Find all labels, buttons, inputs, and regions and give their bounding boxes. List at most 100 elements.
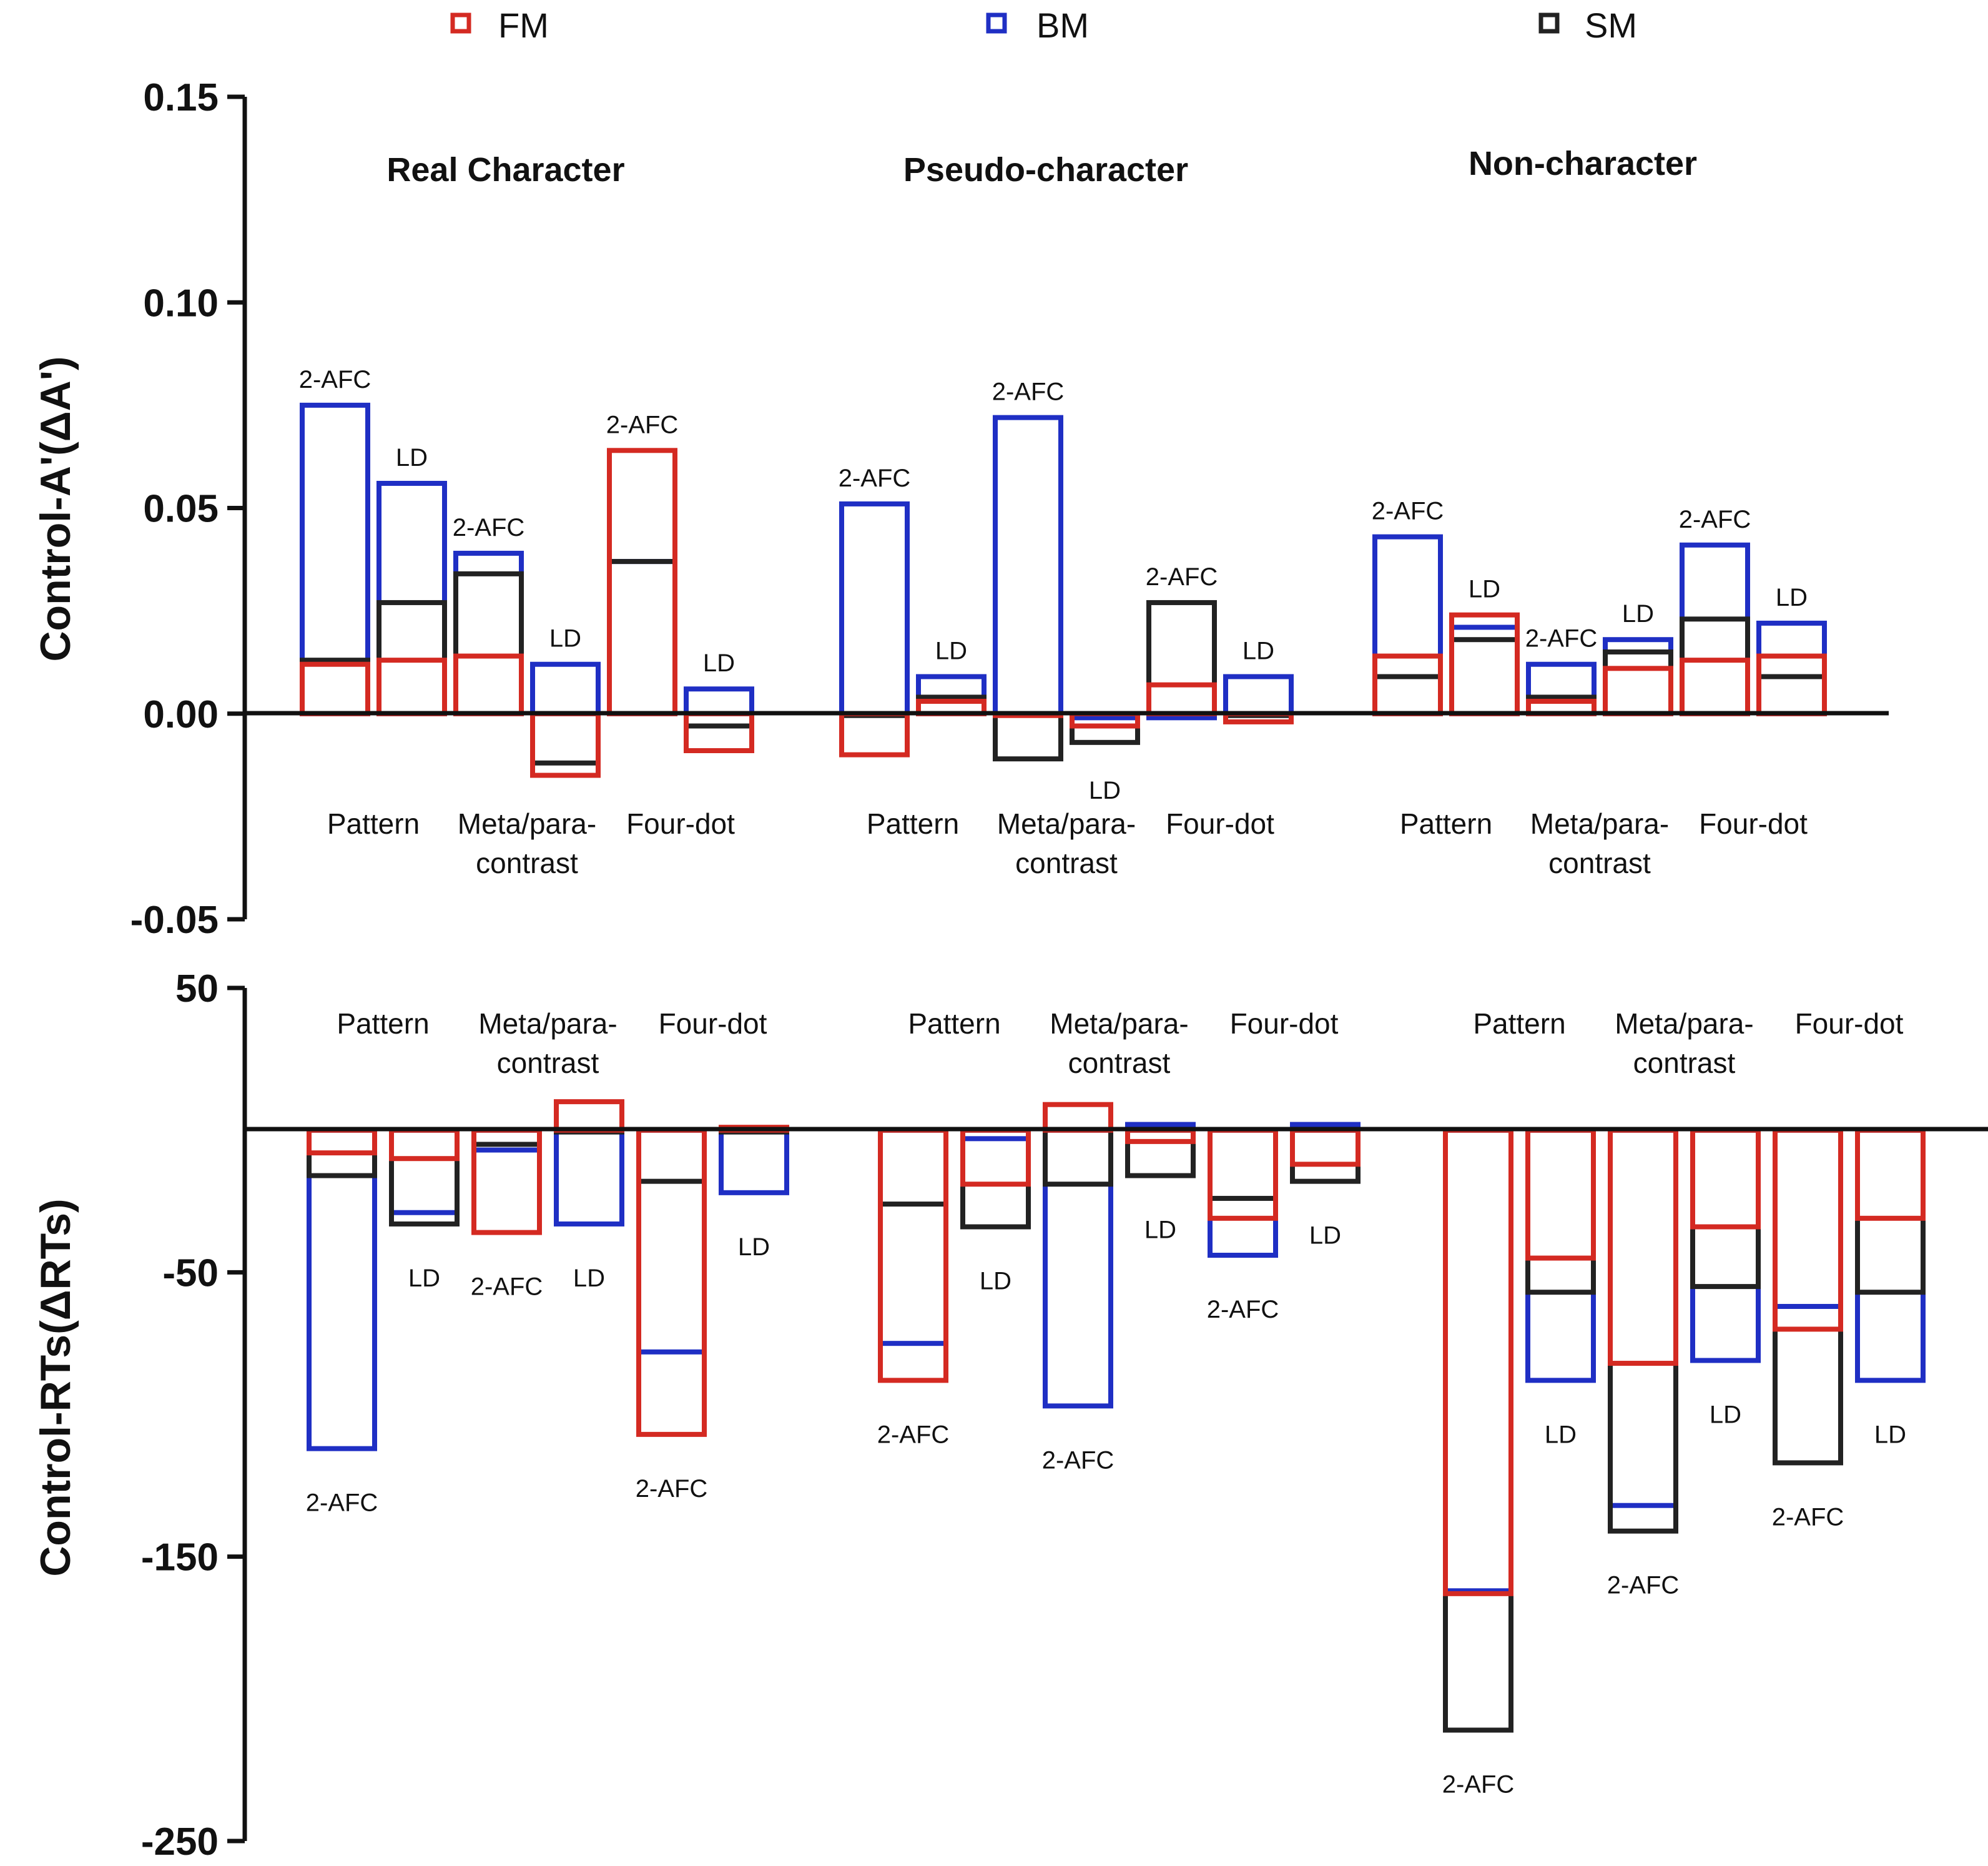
bar-sm bbox=[1449, 637, 1520, 716]
bar-label: LD bbox=[1710, 1401, 1741, 1428]
bar-sm bbox=[636, 1127, 707, 1184]
category-label: Meta/para- bbox=[458, 807, 596, 840]
bar-label: 2-AFC bbox=[1679, 506, 1751, 533]
legend-label-fm: FM bbox=[498, 6, 549, 45]
bar-bm bbox=[453, 550, 524, 716]
y-tick-label: -0.05 bbox=[130, 899, 219, 942]
bar-fm bbox=[554, 1099, 624, 1133]
bar-label: LD bbox=[1545, 1421, 1577, 1448]
bar-bm bbox=[607, 559, 677, 716]
bar-sm bbox=[878, 1127, 948, 1207]
bar-label: 2-AFC bbox=[471, 1273, 543, 1301]
rt-y-axis-title: Control-RTs(ΔRTs) bbox=[32, 1198, 79, 1576]
rt-bars: 2-AFC LD 2-AFC LD 2-AFC LD 2-AFC LD 2-AFC LD 2-AFC… bbox=[306, 1099, 1926, 1798]
bar-fm bbox=[1855, 1127, 1926, 1221]
y-tick-label: 50 bbox=[175, 967, 219, 1010]
y-tick-label: 0.00 bbox=[143, 693, 219, 736]
bar-sm bbox=[1043, 1127, 1113, 1187]
bar-bm bbox=[1855, 1127, 1926, 1383]
accuracy-y-ticks: 0.15 0.10 0.05 0.00 -0.05 bbox=[130, 76, 245, 942]
bar-sm bbox=[389, 1127, 460, 1227]
bar-fm bbox=[1443, 1127, 1513, 1596]
bar-sm bbox=[1756, 674, 1827, 716]
category-label: Meta/para- bbox=[997, 807, 1136, 840]
category-label: Pattern bbox=[908, 1007, 1000, 1040]
bar-label: 2-AFC bbox=[299, 366, 372, 393]
category-label: Four-dot bbox=[626, 807, 735, 840]
bar-bm bbox=[1608, 1127, 1678, 1508]
bar-sm bbox=[1146, 600, 1217, 716]
bar-fm bbox=[636, 1127, 707, 1437]
bar-sm bbox=[1525, 1127, 1596, 1295]
bar-label: LD bbox=[1874, 1421, 1906, 1448]
bar-sm bbox=[1603, 649, 1673, 716]
bar-bm bbox=[1443, 1127, 1513, 1594]
bar-label: LD bbox=[1144, 1217, 1176, 1244]
bar-fm bbox=[376, 658, 447, 716]
bar-sm bbox=[607, 559, 677, 716]
bar-fm bbox=[1125, 1127, 1196, 1144]
y-tick-label: 0.15 bbox=[143, 76, 219, 119]
bar-fm bbox=[1773, 1127, 1843, 1332]
legend-swatch-sm bbox=[1538, 12, 1560, 34]
bar-sm bbox=[993, 711, 1063, 762]
bar-sm bbox=[1773, 1127, 1843, 1466]
bar-fm bbox=[389, 1127, 460, 1162]
bar-sm bbox=[530, 711, 601, 766]
bar-bm bbox=[684, 686, 754, 716]
bar-fm bbox=[300, 661, 370, 716]
bar-bm bbox=[1526, 661, 1597, 716]
category-label-line2: contrast bbox=[1068, 1047, 1171, 1079]
y-tick-label: -150 bbox=[141, 1536, 219, 1579]
bar-bm bbox=[719, 1127, 789, 1195]
bar-bm bbox=[554, 1127, 624, 1227]
category-label: Pattern bbox=[1473, 1007, 1565, 1040]
category-label: Four-dot bbox=[1795, 1007, 1904, 1040]
bar-label: LD bbox=[408, 1265, 440, 1292]
bar-label: 2-AFC bbox=[306, 1489, 378, 1517]
bar-bm bbox=[1043, 1127, 1113, 1409]
legend-swatch-bm bbox=[986, 12, 1007, 34]
bar-label: 2-AFC bbox=[1772, 1503, 1844, 1531]
accuracy-y-axis-title: Control-A'(ΔA') bbox=[32, 356, 79, 661]
bar-fm bbox=[1146, 682, 1217, 716]
bar-fm bbox=[1608, 1127, 1678, 1366]
category-label: Meta/para- bbox=[478, 1007, 617, 1040]
bar-fm bbox=[1208, 1127, 1278, 1221]
bar-label: LD bbox=[1469, 576, 1500, 603]
bar-label: 2-AFC bbox=[636, 1475, 708, 1503]
bar-label: LD bbox=[738, 1233, 770, 1261]
category-label: Pattern bbox=[867, 807, 959, 840]
bar-fm bbox=[307, 1127, 377, 1156]
accuracy-category-labels: Pattern Meta/para-contrast Four-dot Pattern… bbox=[327, 807, 1808, 879]
bar-sm bbox=[453, 571, 524, 716]
bar-label: LD bbox=[703, 649, 735, 677]
bar-label: 2-AFC bbox=[1146, 563, 1218, 591]
bar-label: LD bbox=[396, 444, 428, 471]
bar-label: 2-AFC bbox=[839, 465, 911, 492]
bar-fm bbox=[530, 711, 601, 778]
bar-label: 2-AFC bbox=[1042, 1446, 1115, 1474]
bar-bm bbox=[1372, 534, 1443, 716]
category-label: Meta/para- bbox=[1615, 1007, 1753, 1040]
category-label-line2: contrast bbox=[497, 1047, 599, 1079]
bar-sm bbox=[1690, 1127, 1761, 1290]
bar-label: LD bbox=[1776, 584, 1808, 611]
bar-sm bbox=[300, 658, 370, 716]
bar-fm bbox=[1043, 1102, 1113, 1133]
group-title-non-character: Non-character bbox=[1469, 145, 1697, 182]
bar-label: LD bbox=[1089, 777, 1121, 804]
bar-fm bbox=[1372, 653, 1443, 716]
bar-label: 2-AFC bbox=[877, 1421, 950, 1448]
bar-label: 2-AFC bbox=[453, 514, 525, 541]
bar-sm bbox=[1125, 1127, 1196, 1178]
category-label: Four-dot bbox=[1699, 807, 1808, 840]
legend-label-sm: SM bbox=[1585, 6, 1637, 45]
bar-sm bbox=[1608, 1127, 1678, 1534]
bar-sm bbox=[1290, 1127, 1361, 1184]
bar-bm bbox=[636, 1127, 707, 1355]
category-label-line2: contrast bbox=[1633, 1047, 1736, 1079]
bar-fm bbox=[684, 711, 754, 754]
bar-sm bbox=[1208, 1127, 1278, 1201]
bar-fm bbox=[1525, 1127, 1596, 1261]
